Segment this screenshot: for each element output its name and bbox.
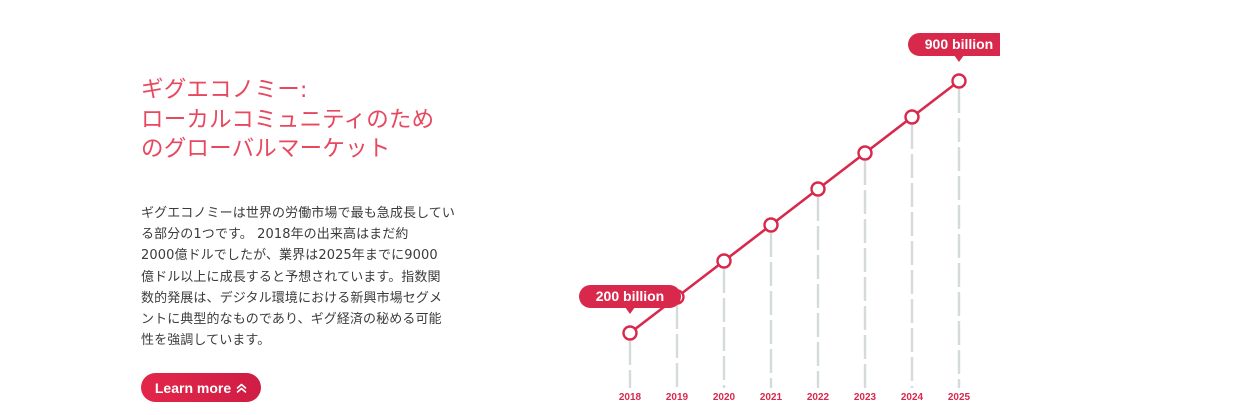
- data-point: [763, 217, 779, 233]
- learn-more-label: Learn more: [154, 379, 232, 396]
- growth-line-chart: 2018 2019 2020 2021 2022 2023 2024 2025 200 bill…: [579, 33, 1000, 403]
- x-tick-label: 2022: [807, 392, 830, 403]
- data-label-callout: 200 billion: [579, 285, 681, 314]
- heading-block: ギグエコノミー: ローカルコミュニティのため のグローバルマーケット: [141, 76, 486, 165]
- data-label: 900 billion: [925, 36, 993, 52]
- description-line: ントに典型的なものであり、ギグ経済の秘める可能: [141, 312, 442, 328]
- callout-pointer: [625, 307, 635, 314]
- x-tick-label: 2020: [713, 392, 736, 403]
- data-point: [904, 109, 920, 125]
- callout-pointer: [954, 55, 964, 62]
- data-point: [810, 181, 826, 197]
- description-paragraph: ギグエコノミーは世界の労働市場で最も急成長してい る部分の1つです。 2018年…: [141, 203, 486, 351]
- page-title-line: ローカルコミュニティのため: [141, 106, 435, 133]
- data-point: [951, 73, 967, 89]
- data-label: 200 billion: [596, 288, 664, 304]
- learn-more-button[interactable]: Learn more: [141, 373, 261, 402]
- x-tick-label: 2021: [760, 392, 783, 403]
- description-line: 数的発展は、デジタル環境における新興市場セグメ: [141, 290, 443, 306]
- description-line: 性を強調しています。: [141, 333, 271, 349]
- description-line: 億ドル以上に成長すると予想されています。指数関: [141, 269, 441, 285]
- series-line: [628, 79, 961, 335]
- x-tick-label: 2023: [854, 392, 877, 403]
- x-tick-label: 2019: [666, 392, 689, 403]
- data-point: [716, 253, 732, 269]
- x-tick-label: 2025: [948, 392, 971, 403]
- data-point: [622, 325, 638, 341]
- x-tick-label: 2018: [619, 392, 642, 403]
- page-title-line: ギグエコノミー:: [141, 77, 308, 103]
- page-title: ギグエコノミー: ローカルコミュニティのため のグローバルマーケット: [141, 76, 486, 165]
- description-line: る部分の1つです。 2018年の出来高はまだ約: [141, 227, 409, 243]
- description-line: 2000億ドルでしたが、業界は2025年までに9000: [141, 248, 438, 264]
- x-tick-label: 2024: [901, 392, 924, 403]
- double-chevron-up-icon: [236, 383, 247, 393]
- callout-bubble: [579, 285, 681, 308]
- callout-bubble: [908, 33, 1000, 56]
- description-line: ギグエコノミーは世界の労働市場で最も急成長してい: [141, 206, 456, 221]
- data-point: [857, 145, 873, 161]
- page-title-line: のグローバルマーケット: [141, 136, 391, 162]
- data-label-callout: 900 billion: [908, 33, 1000, 62]
